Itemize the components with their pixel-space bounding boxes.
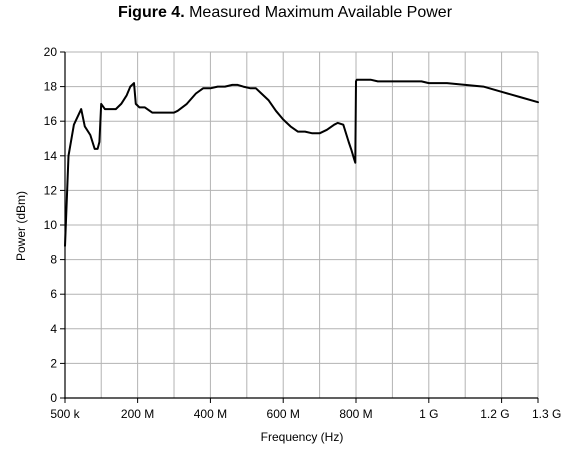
y-tick-label: 0 [50, 391, 57, 405]
label-layer: 0 2 4 6 8 10 12 14 16 18 20 500 k 200 M 400 M 600 M 800… [44, 45, 562, 421]
figure-caption: Measured Maximum Available Power [189, 4, 453, 21]
figure-title: Figure 4. Measured Maximum Available Pow… [0, 4, 570, 22]
y-tick-label: 10 [44, 218, 58, 232]
y-tick-label: 16 [44, 114, 58, 128]
y-tick-label: 12 [44, 183, 58, 197]
y-tick-label: 20 [44, 45, 58, 59]
power-series-line [64, 78, 539, 247]
x-tick-label: 1 G [419, 407, 438, 421]
x-tick-label: 400 M [194, 407, 227, 421]
x-tick-label: 1.2 G [480, 407, 509, 421]
y-tick-label: 14 [44, 149, 58, 163]
y-tick-label: 18 [44, 80, 58, 94]
y-tick-label: 4 [50, 322, 57, 336]
series-layer [64, 78, 539, 247]
axis-layer [60, 51, 539, 403]
y-tick-label: 8 [50, 253, 57, 267]
y-tick-label: 2 [50, 356, 57, 370]
figure-number: Figure 4. [117, 4, 185, 21]
x-tick-label: 200 M [121, 407, 154, 421]
x-axis-title: Frequency (Hz) [261, 430, 344, 444]
y-axis-title: Power (dBm) [14, 191, 28, 261]
y-tick-label: 6 [50, 287, 57, 301]
x-tick-label: 500 k [50, 407, 80, 421]
x-tick-label: 800 M [339, 407, 372, 421]
x-tick-label: 1.3 G [532, 407, 561, 421]
x-tick-label: 600 M [267, 407, 300, 421]
